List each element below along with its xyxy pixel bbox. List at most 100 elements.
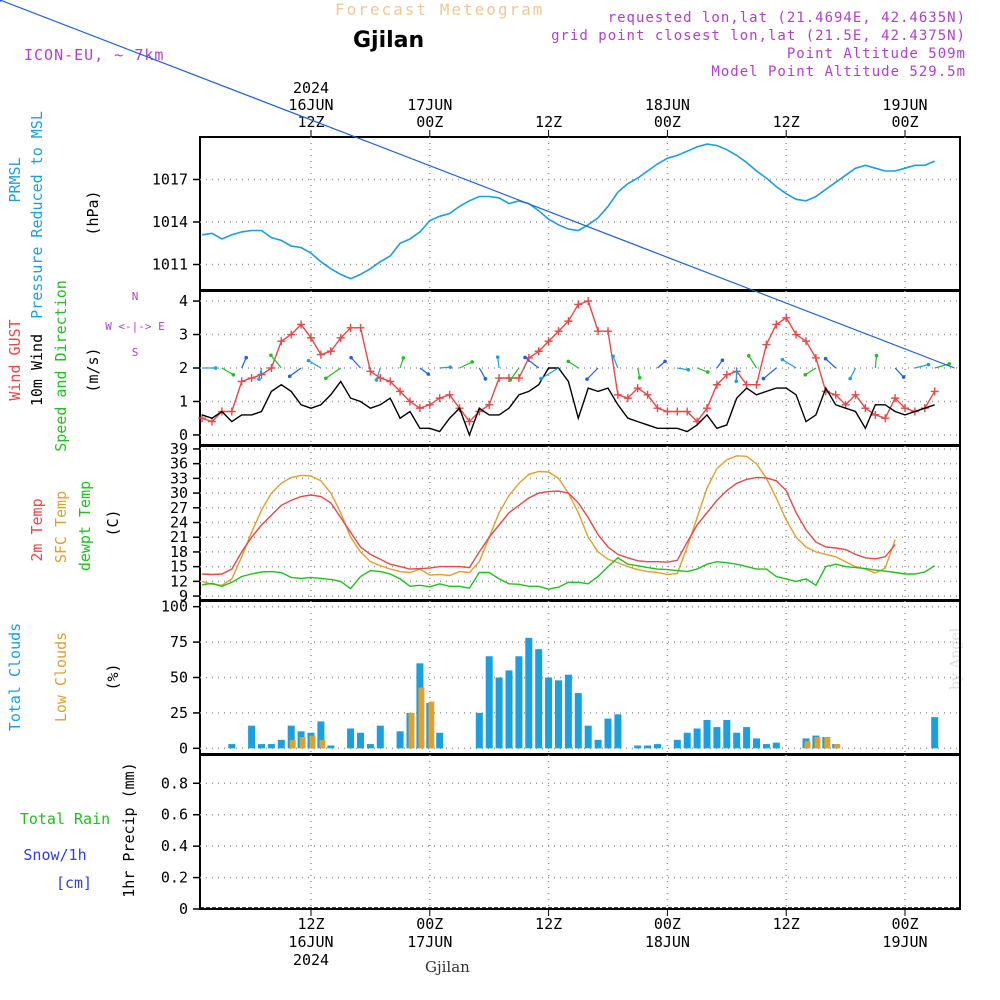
total-cloud-bar bbox=[515, 656, 523, 749]
gust-marker bbox=[396, 387, 405, 396]
wind-direction-arrow bbox=[782, 359, 797, 369]
wind-direction-arrow bbox=[497, 357, 500, 369]
wind-arrow-head bbox=[734, 379, 739, 384]
compass-south: S bbox=[132, 346, 139, 359]
bottom-axis-hour: 00Z bbox=[416, 915, 443, 933]
gust-marker bbox=[584, 297, 593, 306]
gust-marker bbox=[287, 330, 296, 339]
gust-marker bbox=[871, 410, 880, 419]
clouds-ytick-label: 50 bbox=[170, 669, 188, 687]
low-cloud-bar bbox=[428, 701, 435, 749]
wind-label-10m: 10m Wind bbox=[28, 334, 46, 406]
clouds-ytick-label: 75 bbox=[170, 633, 188, 651]
gust-marker bbox=[316, 350, 325, 359]
wind-arrow-head bbox=[539, 376, 543, 381]
gust-marker bbox=[445, 390, 454, 399]
temperature-ytick-label: 15 bbox=[170, 558, 188, 576]
gust-marker bbox=[534, 347, 543, 356]
pressure-ytick-label: 1011 bbox=[152, 256, 188, 274]
total-cloud-bar bbox=[673, 739, 681, 749]
total-cloud-bar bbox=[584, 725, 592, 749]
wind-arrow-head bbox=[426, 372, 430, 376]
total-cloud-bar bbox=[357, 732, 364, 749]
wind-direction-arrow bbox=[509, 367, 520, 381]
total-cloud-bar bbox=[753, 738, 760, 749]
gust-marker bbox=[237, 377, 246, 386]
wind-direction-arrow bbox=[763, 367, 777, 380]
total-cloud-bar bbox=[525, 637, 533, 749]
gust-marker bbox=[673, 407, 682, 416]
site-name: Gjilan bbox=[353, 28, 425, 53]
bottom-axis-hour: 12Z bbox=[297, 915, 324, 933]
wind-direction-arrow bbox=[325, 367, 342, 379]
pressure-label-title: Pressure Reduced to MSL bbox=[28, 111, 46, 319]
gust-marker bbox=[930, 387, 939, 396]
precip-label-cm: [cm] bbox=[56, 874, 92, 892]
pressure-frame bbox=[199, 136, 961, 291]
gust-marker bbox=[247, 374, 256, 383]
precip-ytick-label: 0 bbox=[179, 900, 188, 918]
pressure-ytick-label: 1017 bbox=[152, 171, 188, 189]
total-cloud-bar bbox=[228, 744, 236, 749]
gust-marker bbox=[604, 327, 612, 336]
top-axis-hour: 00Z bbox=[416, 113, 443, 131]
gust-marker bbox=[257, 370, 266, 379]
compass-north: N bbox=[132, 290, 139, 303]
total-cloud-bar bbox=[267, 744, 275, 749]
precip-label-rain: Total Rain bbox=[20, 810, 110, 828]
top-axis-hour: 12Z bbox=[773, 113, 800, 131]
wind-ytick-label: 4 bbox=[179, 292, 188, 310]
gust-marker bbox=[307, 333, 315, 342]
low-cloud-bar bbox=[319, 739, 326, 749]
gust-marker bbox=[406, 397, 414, 406]
wind-direction-arrow bbox=[677, 367, 689, 371]
wind-arrow-head bbox=[324, 376, 328, 381]
top-axis-year: 2024 bbox=[293, 79, 329, 97]
wind-arrow-head bbox=[780, 357, 785, 362]
total-cloud-bar bbox=[713, 727, 721, 749]
total-cloud-bar bbox=[743, 727, 751, 749]
total-cloud-bar bbox=[248, 725, 256, 749]
top-axis-hour: 00Z bbox=[654, 113, 681, 131]
total-cloud-bar bbox=[258, 744, 265, 749]
footer-site-name: Gjilan bbox=[425, 958, 470, 976]
total-cloud-bar bbox=[327, 745, 335, 749]
gust-marker bbox=[831, 390, 840, 399]
wind-direction-arrow bbox=[586, 367, 599, 380]
temp-label-sfc: SFC Temp bbox=[52, 491, 70, 563]
gust-marker bbox=[891, 394, 900, 403]
top-axis-hour: 12Z bbox=[535, 113, 562, 131]
total-cloud-bar bbox=[535, 649, 543, 749]
gust-marker bbox=[881, 414, 890, 423]
wind-panel bbox=[193, 290, 961, 446]
wind-arrow-head bbox=[495, 355, 500, 359]
low-cloud-bar bbox=[814, 737, 821, 749]
dewpt-line bbox=[201, 556, 936, 590]
wind10m-line bbox=[201, 367, 935, 438]
gust-marker bbox=[366, 367, 375, 376]
temperature-ytick-label: 30 bbox=[170, 484, 188, 502]
wind-arrow-head bbox=[663, 359, 667, 364]
wind-direction-arrow bbox=[748, 355, 758, 369]
precip-ytick-label: 0.4 bbox=[161, 837, 188, 855]
wind-direction-arrow bbox=[270, 354, 282, 369]
wind-direction-arrow bbox=[804, 367, 817, 376]
temperature-ytick-label: 9 bbox=[179, 587, 188, 605]
bottom-axis-date: 17JUN bbox=[407, 933, 452, 951]
low-cloud-bar bbox=[834, 744, 841, 749]
gust-marker bbox=[514, 374, 523, 383]
meteogram-title: Forecast Meteogram bbox=[335, 0, 545, 19]
wind-arrow-head bbox=[349, 355, 353, 360]
wind-direction-arrow bbox=[894, 367, 905, 378]
wind-direction-arrow bbox=[567, 360, 579, 369]
pressure-unit: (hPa) bbox=[84, 190, 102, 235]
gust-marker bbox=[633, 384, 642, 393]
wind-arrow-head bbox=[566, 359, 571, 364]
wind-arrow-head bbox=[523, 355, 527, 360]
precip-unit: 1hr Precip (mm) bbox=[120, 762, 138, 897]
total-cloud-bar bbox=[644, 745, 652, 749]
temperature-ytick-label: 33 bbox=[170, 469, 188, 487]
top-axis-date: 18JUN bbox=[645, 96, 690, 114]
gust-marker bbox=[336, 333, 345, 342]
low-cloud-bar bbox=[408, 712, 415, 749]
